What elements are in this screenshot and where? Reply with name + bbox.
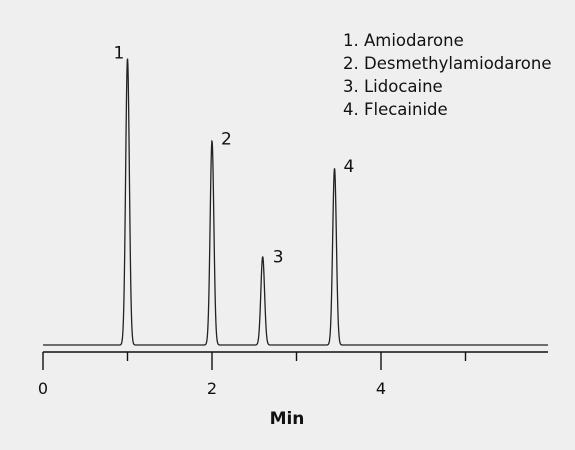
legend-entry: 4. Flecainide [343,100,448,119]
peak-label: 2 [221,130,232,150]
x-axis-title: Min [270,409,305,429]
legend-entry: 2. Desmethylamiodarone [343,54,552,73]
peak-label: 1 [114,43,125,63]
peak-labels: 1 2 3 4 [114,43,355,267]
legend-entry: 1. Amiodarone [343,31,464,50]
x-tick-label: 4 [376,379,386,398]
legend-entry: 3. Lidocaine [343,77,443,96]
trace-layer [43,58,548,346]
chromatogram-trace [43,58,548,346]
x-axis: 0 2 4 [38,351,548,398]
peak-label: 4 [344,157,355,177]
x-tick-label: 0 [38,379,48,398]
x-tick-label: 2 [207,379,217,398]
peak-label: 3 [273,248,284,268]
legend: 1. Amiodarone 2. Desmethylamiodarone 3. Li… [343,31,552,119]
